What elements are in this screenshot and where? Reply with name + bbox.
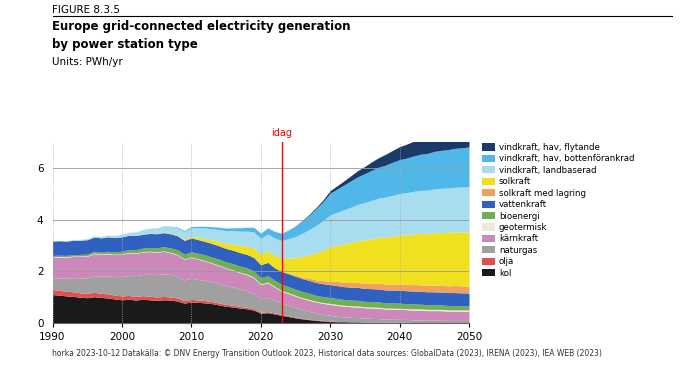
Legend: vindkraft, hav, flytande, vindkraft, hav, bottenförankrad, vindkraft, landbasera: vindkraft, hav, flytande, vindkraft, hav… <box>482 143 634 277</box>
Text: Units: PWh/yr: Units: PWh/yr <box>52 57 123 66</box>
Text: by power station type: by power station type <box>52 38 198 51</box>
Text: idag: idag <box>271 128 292 138</box>
Text: Europe grid-connected electricity generation: Europe grid-connected electricity genera… <box>52 20 351 33</box>
Text: FIGURE 8.3.5: FIGURE 8.3.5 <box>52 5 120 15</box>
Text: horka 2023-10-12: horka 2023-10-12 <box>52 349 120 358</box>
Text: Datakälla: © DNV Energy Transition Outlook 2023, Historical data sources: Global: Datakälla: © DNV Energy Transition Outlo… <box>122 349 603 358</box>
